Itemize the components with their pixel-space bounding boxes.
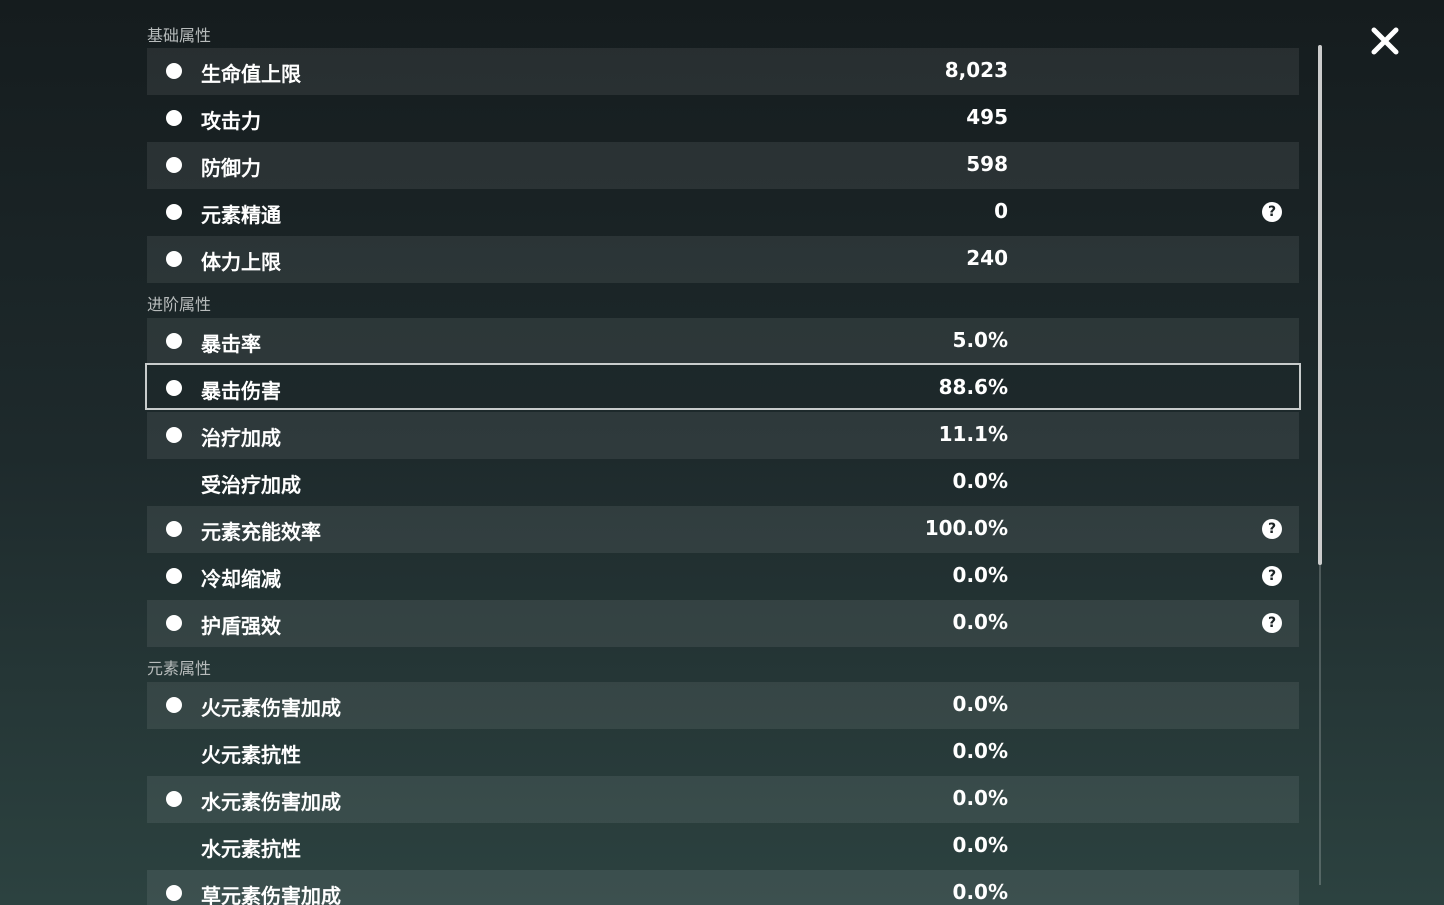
stat-label: 体力上限 (201, 250, 281, 274)
stat-value: 0.0% (952, 563, 1008, 587)
stat-row[interactable]: 元素充能效率 100.0%? (147, 506, 1299, 553)
stat-row[interactable]: 护盾强效 0.0%? (147, 600, 1299, 647)
help-icon[interactable]: ? (1262, 613, 1282, 633)
stat-label: 冷却缩减 (201, 567, 281, 591)
help-icon[interactable]: ? (1262, 566, 1282, 586)
stat-label: 水元素抗性 (201, 837, 301, 861)
stat-value: 0.0% (952, 786, 1008, 810)
stat-row[interactable]: 火元素伤害加成 0.0% (147, 682, 1299, 729)
stat-label: 火元素抗性 (201, 743, 301, 767)
stat-icon (166, 568, 182, 584)
stat-icon (166, 521, 182, 537)
stat-row[interactable]: 攻击力 495 (147, 95, 1299, 142)
help-icon[interactable]: ? (1262, 519, 1282, 539)
stat-icon (166, 615, 182, 631)
section-title: 基础属性 (147, 26, 212, 45)
stat-value: 8,023 (944, 58, 1008, 82)
stat-icon (166, 110, 182, 126)
stat-icon (166, 885, 182, 901)
help-icon[interactable]: ? (1262, 202, 1282, 222)
stat-value: 11.1% (938, 422, 1008, 446)
stat-icon (166, 63, 182, 79)
stat-row[interactable]: 防御力 598 (147, 142, 1299, 189)
stat-icon (166, 333, 182, 349)
stat-icon (166, 427, 182, 443)
stat-label: 水元素伤害加成 (201, 790, 341, 814)
stat-label: 生命值上限 (201, 62, 301, 86)
section-title: 进阶属性 (147, 295, 212, 314)
section-title: 元素属性 (147, 659, 212, 678)
stat-value: 598 (966, 152, 1008, 176)
stat-value: 0.0% (952, 880, 1008, 904)
scroll-thumb[interactable] (1318, 45, 1322, 565)
stat-value: 0.0% (952, 469, 1008, 493)
stat-value: 88.6% (938, 375, 1008, 399)
close-button[interactable] (1370, 26, 1400, 56)
stat-label: 草元素伤害加成 (201, 884, 341, 905)
stat-label: 护盾强效 (201, 614, 281, 638)
stat-label: 元素精通 (201, 203, 281, 227)
stat-value: 0.0% (952, 833, 1008, 857)
stat-label: 治疗加成 (201, 426, 281, 450)
stat-icon (166, 380, 182, 396)
stat-icon (166, 251, 182, 267)
stat-row[interactable]: 冷却缩减 0.0%? (147, 553, 1299, 600)
stat-row[interactable]: 生命值上限 8,023 (147, 48, 1299, 95)
stat-row[interactable]: 元素精通 0? (147, 189, 1299, 236)
stat-value: 5.0% (952, 328, 1008, 352)
stat-value: 0.0% (952, 739, 1008, 763)
stat-value: 0.0% (952, 692, 1008, 716)
stat-icon (166, 157, 182, 173)
stat-label: 受治疗加成 (201, 473, 301, 497)
stat-row[interactable]: 草元素伤害加成 0.0% (147, 870, 1299, 905)
stat-row[interactable]: 体力上限 240 (147, 236, 1299, 283)
stat-icon (166, 697, 182, 713)
stat-value: 100.0% (924, 516, 1008, 540)
stat-icon (166, 791, 182, 807)
stat-label: 防御力 (201, 156, 261, 180)
stat-row[interactable]: 暴击伤害 88.6% (145, 363, 1301, 410)
stat-row[interactable]: 治疗加成 11.1% (147, 412, 1299, 459)
stat-value: 0.0% (952, 610, 1008, 634)
stat-label: 暴击率 (201, 332, 261, 356)
stat-row[interactable]: 火元素抗性 0.0% (147, 729, 1299, 776)
stat-row[interactable]: 受治疗加成 0.0% (147, 459, 1299, 506)
stat-value: 495 (966, 105, 1008, 129)
stat-row[interactable]: 暴击率 5.0% (147, 318, 1299, 365)
stat-label: 元素充能效率 (201, 520, 321, 544)
stat-row[interactable]: 水元素伤害加成 0.0% (147, 776, 1299, 823)
stat-icon (166, 204, 182, 220)
stat-row[interactable]: 水元素抗性 0.0% (147, 823, 1299, 870)
stat-label: 攻击力 (201, 109, 261, 133)
stat-label: 暴击伤害 (201, 379, 281, 403)
stat-label: 火元素伤害加成 (201, 696, 341, 720)
stat-value: 240 (966, 246, 1008, 270)
stat-value: 0 (994, 199, 1008, 223)
